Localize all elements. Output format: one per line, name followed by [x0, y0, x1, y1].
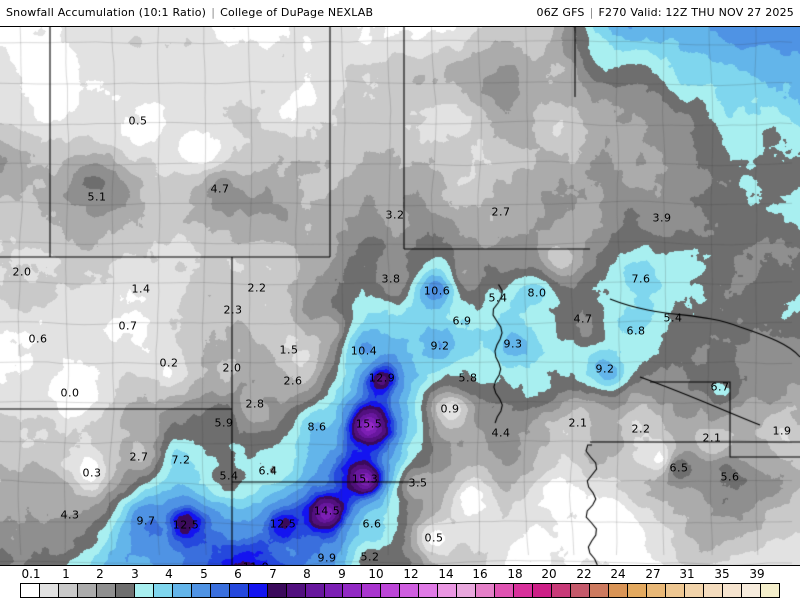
colorbar-tick: 12	[403, 567, 419, 581]
colorbar-tick: 3	[131, 567, 139, 581]
colorbar-tick: 31	[679, 567, 695, 581]
colorbar-swatch	[457, 584, 477, 597]
colorbar-swatch	[305, 584, 325, 597]
colorbar-swatch	[533, 584, 553, 597]
colorbar-swatch	[229, 584, 249, 597]
colorbar-swatch	[419, 584, 439, 597]
colorbar-swatch	[703, 584, 723, 597]
header-left-group: Snowfall Accumulation (10:1 Ratio) | Colle…	[6, 6, 373, 19]
colorbar-tick: 6	[234, 567, 242, 581]
colorbar-swatch	[552, 584, 572, 597]
colorbar-tick: 4	[165, 567, 173, 581]
colorbar-swatch	[665, 584, 685, 597]
colorbar-tick: 10	[368, 567, 384, 581]
model-run-label: 06Z GFS	[536, 6, 585, 19]
colorbar-swatch	[96, 584, 116, 597]
colorbar-swatch	[438, 584, 458, 597]
colorbar-swatch	[571, 584, 591, 597]
map-viewport[interactable]: 0.5 5.1 4.7 3.2 2.7 3.9 2.0 1.4 2.2 3.8 7.6 2.3 10.6…	[0, 26, 800, 566]
colorbar-tick: 1	[62, 567, 70, 581]
colorbar-tick: 27	[645, 567, 661, 581]
colorbar-tick: 7	[269, 567, 277, 581]
colorbar-swatch	[21, 584, 40, 597]
header-right-group: 06Z GFS | F270 Valid: 12Z THU NOV 27 2025	[537, 6, 794, 19]
colorbar-swatch	[343, 584, 363, 597]
colorbar-tick: 16	[472, 567, 488, 581]
colorbar-swatch	[684, 584, 704, 597]
colorbar-tick: 9	[338, 567, 346, 581]
colorbar-swatch	[39, 584, 59, 597]
colorbar-swatch	[267, 584, 287, 597]
header-separator-1: |	[211, 6, 216, 19]
product-title: Snowfall Accumulation (10:1 Ratio)	[6, 6, 207, 19]
colorbar-swatch	[628, 584, 647, 597]
colorbar-swatch	[153, 584, 173, 597]
colorbar-swatch	[760, 584, 779, 597]
colorbar-tick: 2	[96, 567, 104, 581]
colorbar-tick: 18	[507, 567, 523, 581]
colorbar-swatch	[514, 584, 534, 597]
colorbar-tick: 20	[541, 567, 557, 581]
colorbar-swatch	[58, 584, 78, 597]
colorbar-tick: 24	[610, 567, 626, 581]
colorbar-tick: 14	[438, 567, 454, 581]
snowfall-contour-canvas[interactable]	[0, 27, 800, 565]
data-source-label: College of DuPage NEXLAB	[220, 6, 374, 19]
colorbar-tick-labels: 0.1 1 2 3 4 5 6 7 8 9 10 12 14 16 18 20 22 24 27 31 35 39	[0, 566, 800, 582]
colorbar-swatch	[77, 584, 97, 597]
colorbar-swatch	[362, 584, 382, 597]
colorbar-swatch	[646, 584, 666, 597]
colorbar-swatch	[495, 584, 515, 597]
colorbar-swatch	[722, 584, 742, 597]
colorbar-swatch	[115, 584, 135, 597]
colorbar-swatch	[286, 584, 306, 597]
colorbar-swatch	[400, 584, 420, 597]
colorbar-swatch	[741, 584, 761, 597]
colorbar-swatch	[134, 584, 154, 597]
colorbar-swatch	[324, 584, 344, 597]
colorbar-swatch-strip	[20, 583, 780, 598]
header-separator-2: |	[589, 6, 594, 19]
colorbar-swatch	[248, 584, 268, 597]
colorbar-tick: 22	[576, 567, 592, 581]
colorbar-tick: 0.1	[21, 567, 41, 581]
colorbar-swatch	[172, 584, 192, 597]
colorbar-swatch	[590, 584, 610, 597]
colorbar-swatch	[381, 584, 401, 597]
colorbar-swatch	[210, 584, 230, 597]
map-header: Snowfall Accumulation (10:1 Ratio) | Colle…	[0, 0, 800, 26]
colorbar-tick: 35	[714, 567, 730, 581]
colorbar-swatch	[476, 584, 496, 597]
colorbar-swatch	[191, 584, 211, 597]
valid-time-label: F270 Valid: 12Z THU NOV 27 2025	[598, 6, 794, 19]
colorbar-tick: 8	[303, 567, 311, 581]
colorbar-swatch	[609, 584, 628, 597]
colorbar-tick: 39	[749, 567, 765, 581]
snowfall-colorbar: 0.1 1 2 3 4 5 6 7 8 9 10 12 14 16 18 20 22 24 27 31 35 39	[0, 566, 800, 600]
colorbar-tick: 5	[200, 567, 208, 581]
